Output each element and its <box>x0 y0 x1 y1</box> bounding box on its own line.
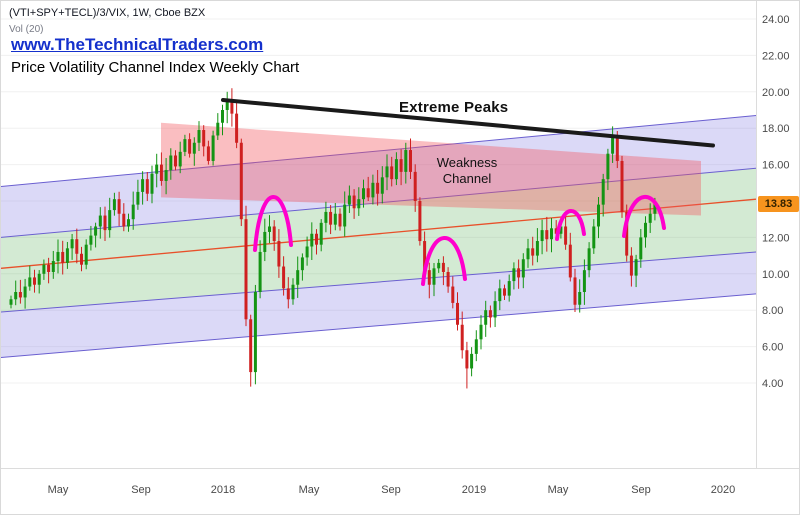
volume-indicator-legend[interactable]: Vol (20) <box>9 23 44 35</box>
time-axis-label: Sep <box>631 484 651 496</box>
last-price-badge: 13.83 <box>758 196 799 213</box>
time-axis-label: May <box>48 484 69 496</box>
price-axis-label: 16.00 <box>762 160 790 172</box>
gridlines <box>1 18 756 384</box>
time-axis[interactable]: May Sep 2018 May Sep 2019 May Sep 2020 <box>48 484 736 496</box>
peak-arc <box>421 236 467 286</box>
price-axis-label: 24.00 <box>762 14 790 26</box>
volatility-channel <box>1 114 757 359</box>
weakness-channel-label: Weakness Channel <box>424 155 510 188</box>
peak-arc <box>555 209 586 241</box>
chart-legend: (VTI+SPY+TECL)/3/VIX, 1W, Cboe BZX Vol (… <box>9 6 205 36</box>
candles-layer <box>9 88 657 389</box>
plot-area[interactable] <box>1 18 757 389</box>
time-axis-label: May <box>548 484 569 496</box>
extreme-peaks-trendline <box>221 97 715 148</box>
price-axis-label: 6.00 <box>762 342 783 354</box>
website-link[interactable]: www.TheTechnicalTraders.com <box>11 35 264 54</box>
extreme-peaks-label: Extreme Peaks <box>399 99 509 116</box>
peak-arc <box>622 195 666 238</box>
price-axis-label: 18.00 <box>762 123 790 135</box>
time-axis-label: May <box>299 484 320 496</box>
peak-arcs <box>253 195 666 286</box>
weakness-channel-shape <box>161 122 701 216</box>
time-axis-label: 2019 <box>462 484 486 496</box>
price-axis-label: 8.00 <box>762 305 783 317</box>
price-axis-label: 12.00 <box>762 232 790 244</box>
symbol-legend[interactable]: (VTI+SPY+TECL)/3/VIX, 1W, Cboe BZX <box>9 7 206 19</box>
price-axis-label: 10.00 <box>762 269 790 281</box>
time-axis-label: Sep <box>131 484 151 496</box>
price-axis-label: 20.00 <box>762 87 790 99</box>
peak-arc <box>253 195 293 252</box>
weakness-channel-label-line1: Weakness <box>436 155 498 170</box>
time-axis-label: 2018 <box>211 484 235 496</box>
price-axis-label: 4.00 <box>762 378 783 390</box>
price-axis-label: 22.00 <box>762 50 790 62</box>
weakness-channel-label-line2: Channel <box>442 171 492 187</box>
time-axis-label: 2020 <box>711 484 735 496</box>
time-axis-label: Sep <box>381 484 401 496</box>
page-title: Price Volatility Channel Index Weekly Ch… <box>11 59 300 76</box>
